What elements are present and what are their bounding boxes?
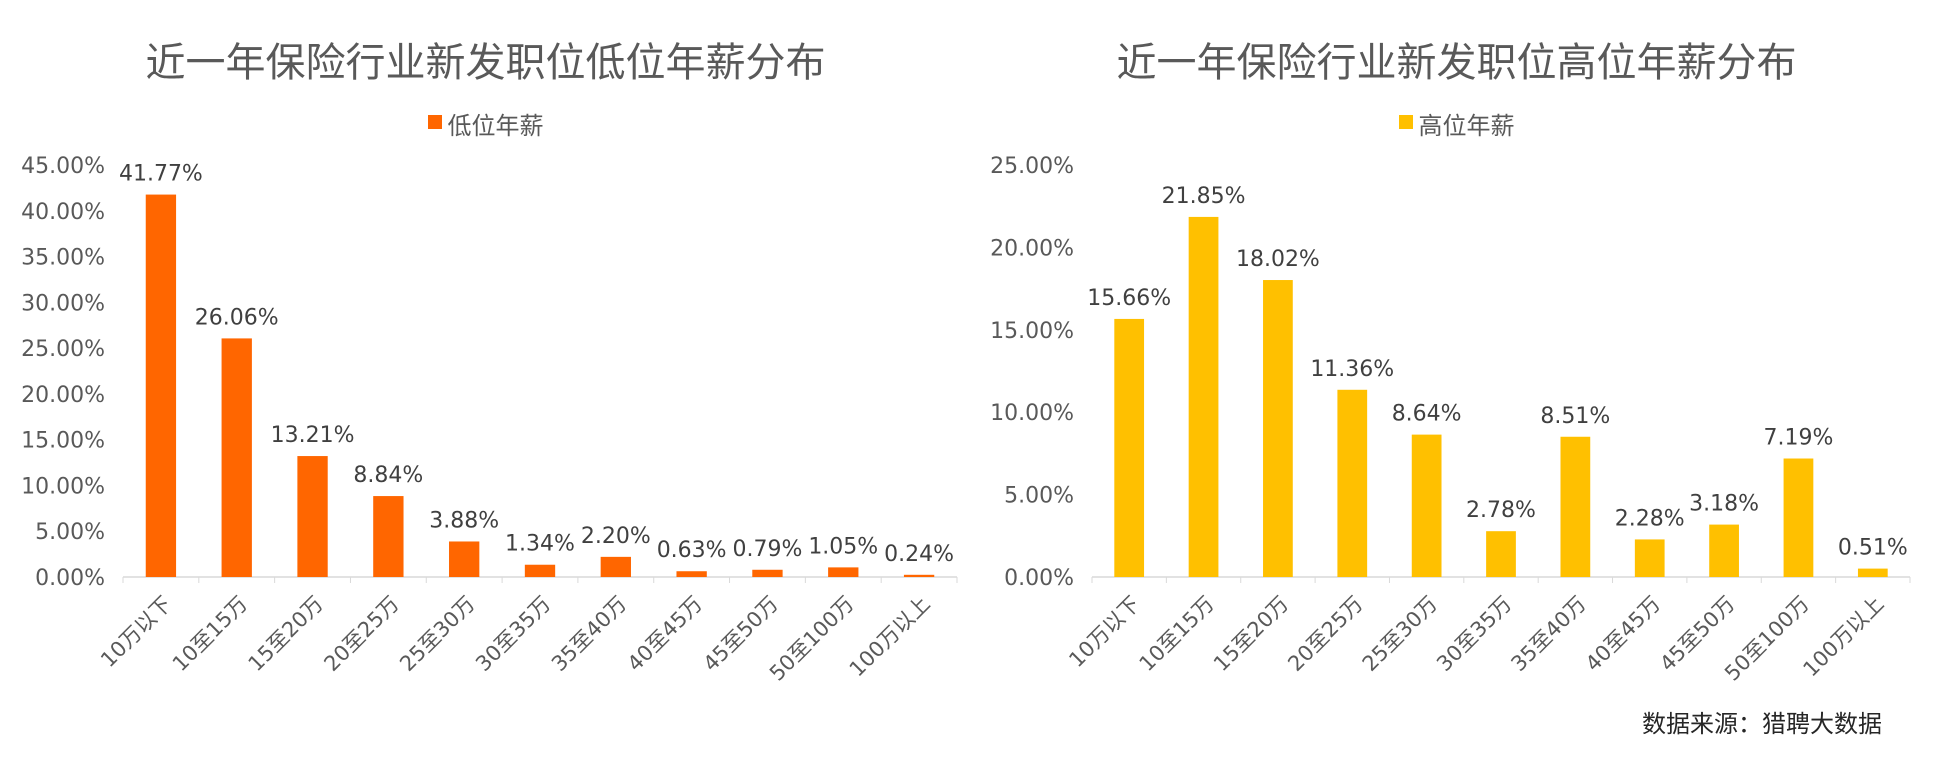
data-label: 15.66% [1087,286,1171,311]
bar [1114,318,1145,577]
x-tick-label: 10至15万 [1135,592,1219,676]
bar [145,194,177,577]
data-label: 0.63% [657,538,727,563]
data-label: 3.88% [429,508,499,533]
y-tick-label: 15.00% [990,319,1074,344]
x-tick-label: 35至40万 [1506,592,1590,676]
data-label: 7.19% [1764,426,1834,451]
data-label: 1.34% [505,532,575,557]
bar [1188,216,1219,578]
data-label: 21.85% [1162,184,1246,209]
y-tick-label: 35.00% [21,246,105,271]
y-tick-label: 15.00% [21,429,105,454]
data-label: 0.51% [1838,536,1908,561]
x-tick-label: 25至30万 [1358,592,1442,676]
bar [221,338,252,577]
chart-low-salary: 近一年保险行业新发职位低位年薪分布 低位年薪 0.00% 5.00% 10.00% 1… [0,0,971,700]
legend-label: 低位年薪 [447,112,544,140]
y-tick-label: 25.00% [990,154,1074,179]
y-tick-label: 0.00% [35,566,105,591]
chart-title: 近一年保险行业新发职位高位年薪分布 [1116,40,1797,86]
data-label: 41.77% [119,162,203,187]
legend-swatch [1398,114,1413,129]
y-tick-label: 20.00% [990,236,1074,261]
x-tick-label: 25至30万 [395,592,479,676]
legend-label: 高位年薪 [1418,112,1515,140]
chart-high-salary: 近一年保险行业新发职位高位年薪分布 高位年薪 0.00% 5.00% 10.00% 1… [971,0,1942,700]
y-tick-label: 0.00% [1004,566,1074,591]
y-tick-label: 5.00% [35,520,105,545]
bar [676,571,707,577]
data-label: 26.06% [195,305,279,330]
chart-legend: 低位年薪 [0,106,971,141]
x-tick-label: 30至35万 [471,592,555,676]
data-label: 1.05% [808,534,878,559]
legend-swatch [427,114,442,129]
bar-plot: 0.00% 5.00% 10.00% 15.00% 20.00% 25.00% 30.00%… [21,154,958,685]
y-tick-label: 40.00% [21,200,105,225]
x-tick-label: 40至45万 [1581,592,1665,676]
bar [752,569,783,577]
y-tick-label: 10.00% [21,474,105,499]
y-tick-label: 45.00% [21,154,105,179]
data-label: 2.28% [1615,506,1685,531]
data-label: 2.78% [1466,498,1536,523]
x-tick-label: 20至25万 [319,592,403,676]
bar [1337,389,1368,577]
y-tick-label: 25.00% [21,337,105,362]
bar [297,456,328,577]
chart-legend: 高位年薪 [971,106,1942,141]
data-label: 11.36% [1310,357,1394,382]
y-tick-label: 30.00% [21,291,105,316]
x-tick-label: 35至40万 [547,592,631,676]
data-label: 3.18% [1689,492,1759,517]
data-label: 8.64% [1392,402,1462,427]
data-label: 18.02% [1236,247,1320,272]
bar [1486,531,1516,577]
bar [1783,458,1814,577]
bar [449,541,480,577]
bar [903,574,935,577]
data-source: 数据来源：猎聘大数据 [1642,710,1882,738]
bar [600,556,631,577]
x-tick-label: 100万以上 [845,592,935,682]
x-tick-label: 10万以下 [96,592,176,672]
x-tick-label: 20至25万 [1283,592,1367,676]
x-tick-label: 10万以下 [1064,592,1144,672]
y-tick-label: 20.00% [21,383,105,408]
bar [1560,436,1591,577]
chart-title: 近一年保险行业新发职位低位年薪分布 [145,40,826,86]
bar [1857,568,1888,577]
bar [373,496,404,577]
y-tick-label: 5.00% [1004,484,1074,509]
data-label: 13.21% [271,423,355,448]
data-label: 0.79% [733,537,803,562]
bar [1411,434,1442,577]
bar [1634,539,1665,577]
x-tick-label: 10至15万 [168,592,252,676]
x-tick-label: 30至35万 [1432,592,1516,676]
data-label: 8.51% [1540,404,1610,429]
bar [1263,280,1293,577]
bar [828,567,859,577]
x-tick-label: 15至20万 [1209,592,1293,676]
y-tick-label: 10.00% [990,401,1074,426]
x-tick-label: 100万以上 [1798,592,1888,682]
bar [1709,524,1739,577]
bar-plot: 0.00% 5.00% 10.00% 15.00% 20.00% 25.00% 15.66%… [990,154,1911,685]
x-tick-label: 15至20万 [244,592,328,676]
x-tick-label: 40至45万 [623,592,707,676]
data-label: 8.84% [353,463,423,488]
data-label: 2.20% [581,524,651,549]
bar [524,564,556,577]
data-label: 0.24% [884,542,954,567]
